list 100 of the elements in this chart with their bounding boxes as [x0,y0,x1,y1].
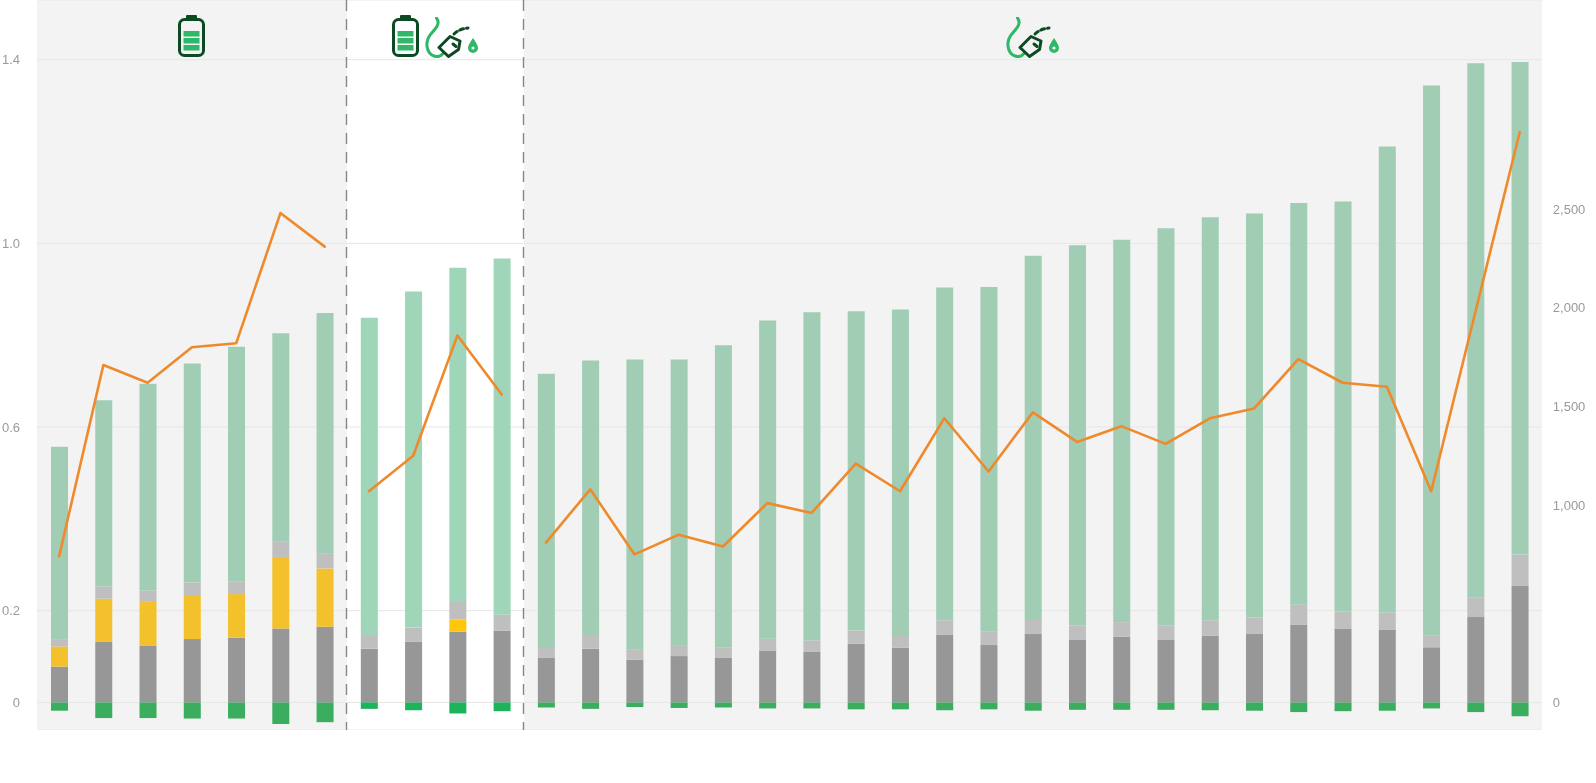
bar [980,702,998,710]
bar [891,647,909,703]
bar [228,581,246,595]
bar [1423,647,1441,703]
bar [95,400,113,587]
bar [228,346,246,582]
bar [449,267,467,602]
bar [1334,201,1352,612]
bar [847,643,865,703]
bar [405,641,423,703]
bar [537,373,555,647]
bar [360,702,378,709]
bar [803,640,821,652]
y-tick-label: 1.4 [1,52,20,68]
bar [51,666,68,703]
bar [316,626,334,703]
line-series [367,334,504,493]
bar [493,614,511,631]
bar [1378,629,1396,703]
bar [1157,640,1175,703]
bar [95,598,113,642]
bar [51,646,68,667]
bar [228,637,246,703]
bar [272,628,290,703]
bar [537,702,555,708]
bar [95,641,113,703]
bar [626,659,644,703]
bar [1068,625,1086,641]
bar [1024,618,1042,635]
bar [626,702,644,708]
bar [1511,702,1529,717]
bar [1290,202,1308,605]
bar [1467,617,1485,703]
bar [582,360,600,635]
bar [139,645,157,703]
bar [449,631,467,703]
bar [1113,702,1131,710]
bar [316,313,334,554]
bar [1201,620,1219,636]
y-tick-label: 1.0 [1,235,20,251]
bar [803,651,821,703]
y2-tick-label: 1,500 [1552,399,1586,415]
bar [1024,634,1042,703]
bar [847,702,865,710]
bar [183,363,201,583]
bar [1290,702,1308,713]
bar [316,553,334,569]
bar [51,639,68,647]
bar [1467,63,1485,598]
bar [405,291,423,628]
bar [1334,628,1352,703]
bar [626,359,644,650]
bar [936,634,954,703]
bar [95,586,113,599]
bar [1511,585,1529,703]
bar [493,702,511,712]
bar [980,645,998,703]
bar [537,657,555,703]
bar [405,627,423,642]
bar [183,582,201,596]
bar [1157,228,1175,626]
y-tick-label: 0.6 [1,419,20,435]
bar [1334,611,1352,629]
bar [360,635,378,649]
y2-tick-label: 1,000 [1552,497,1586,513]
bar [1024,702,1042,711]
bar [493,630,511,703]
bar [449,619,467,632]
bar [670,359,688,646]
bar [1378,612,1396,630]
bar [626,649,644,660]
bar [272,333,290,542]
bar [670,656,688,703]
bar [1423,85,1441,636]
bar [670,645,688,657]
bar [670,702,688,708]
bar [1246,634,1264,703]
y-tick-label: 0.2 [1,603,20,619]
bar [1157,625,1175,641]
bar [847,311,865,631]
bar [139,383,157,591]
bar [891,702,909,710]
bar [1511,61,1529,555]
bar [714,647,732,658]
bar [1511,554,1529,586]
bar [51,702,68,711]
bar [1201,217,1219,621]
bar [316,568,334,627]
bar [493,258,511,615]
bar [183,639,201,703]
bar [1113,636,1131,703]
y2-tick-label: 0 [1552,694,1561,710]
bar [1157,702,1175,710]
bar [228,594,246,638]
bar [891,635,909,648]
bar [582,702,600,709]
bar [980,286,998,632]
bar [1246,702,1264,711]
bar [759,702,777,709]
bar [1290,604,1308,625]
